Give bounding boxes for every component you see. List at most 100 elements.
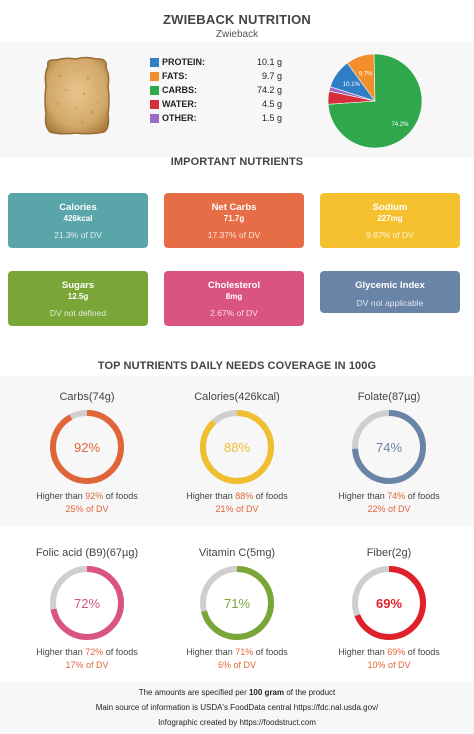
gauge-4: Vitamin C(5mg) 71% Higher than 71% of food… bbox=[162, 545, 312, 672]
card-dv: DV not defined bbox=[49, 308, 107, 318]
gauge-name: Fiber(2g) bbox=[366, 547, 412, 559]
higher-suffix: of foods bbox=[103, 647, 138, 657]
card-name: Net Carbs bbox=[211, 202, 257, 213]
gauge-dv: 25% of DV bbox=[65, 504, 109, 514]
footer-amount-suffix: of the product bbox=[284, 688, 336, 697]
higher-percent: 74% bbox=[387, 491, 406, 501]
gauge-dv: 22% of DV bbox=[367, 504, 411, 514]
legend-swatch bbox=[150, 100, 159, 109]
gauge-higher-than: Higher than 71% of foods bbox=[162, 647, 312, 659]
higher-prefix: Higher than bbox=[338, 647, 388, 657]
higher-prefix: Higher than bbox=[36, 647, 86, 657]
footer-band bbox=[0, 682, 474, 734]
gauge-1: Calories(426kcal) 88% Higher than 88% of f… bbox=[162, 389, 312, 516]
pie-label: 10.1% bbox=[343, 82, 361, 88]
gauge-ring: 71% bbox=[200, 566, 274, 640]
gauge-name: Folic acid (B9)(67µg) bbox=[35, 547, 139, 559]
gauge-percent: 72% bbox=[74, 596, 100, 611]
macro-legend: PROTEIN: 10.1 g FATS: 9.7 g CARBS: 74.2 … bbox=[150, 56, 284, 126]
gauge-name: Vitamin C(5mg) bbox=[198, 547, 276, 559]
important-heading: IMPORTANT NUTRIENTS bbox=[170, 156, 304, 168]
card-calories: Calories 426kcal 21.3% of DV bbox=[8, 193, 148, 248]
legend-swatch bbox=[150, 58, 159, 67]
card-net-carbs: Net Carbs 71.7g 17.37% of DV bbox=[164, 193, 304, 248]
gauge-dv: 21% of DV bbox=[215, 504, 259, 514]
gauge-percent: 92% bbox=[74, 440, 100, 455]
gauge-5: Fiber(2g) 69% Higher than 69% of foods 10% … bbox=[314, 545, 464, 672]
higher-suffix: of foods bbox=[405, 491, 440, 501]
gauge-dv: 10% of DV bbox=[367, 660, 411, 670]
higher-percent: 88% bbox=[235, 491, 254, 501]
higher-prefix: Higher than bbox=[186, 647, 236, 657]
gauge-ring: 92% bbox=[50, 410, 124, 484]
card-dv: DV not applicable bbox=[356, 298, 424, 308]
card-value: 227mg bbox=[377, 214, 403, 223]
legend-name: PROTEIN: bbox=[162, 57, 206, 67]
legend-row-other: OTHER: 1.5 g bbox=[150, 112, 284, 126]
footer-amount-bold: 100 gram bbox=[248, 688, 285, 697]
legend-name: FATS: bbox=[162, 71, 188, 81]
gauge-higher-than: Higher than 92% of foods bbox=[12, 491, 162, 503]
gauge-dv: 17% of DV bbox=[65, 660, 109, 670]
legend-row-protein: PROTEIN: 10.1 g bbox=[150, 56, 284, 70]
legend-name: OTHER: bbox=[162, 113, 197, 123]
gauge-ring: 69% bbox=[352, 566, 426, 640]
gauge-percent: 69% bbox=[376, 596, 402, 611]
card-cholesterol: Cholesterol 8mg 2.67% of DV bbox=[164, 271, 304, 326]
legend-value: 4.5 g bbox=[261, 99, 282, 109]
gauge-higher-than: Higher than 72% of foods bbox=[12, 647, 162, 659]
footer-source: Main source of information is USDA's Foo… bbox=[95, 703, 379, 712]
gauge-ring: 88% bbox=[200, 410, 274, 484]
legend-row-carbs: CARBS: 74.2 g bbox=[150, 84, 284, 98]
card-name: Glycemic Index bbox=[355, 280, 425, 291]
card-name: Calories bbox=[59, 202, 97, 213]
higher-percent: 71% bbox=[235, 647, 254, 657]
legend-name: CARBS: bbox=[162, 85, 197, 95]
gauge-fill bbox=[352, 566, 426, 640]
gauge-3: Folic acid (B9)(67µg) 72% Higher than 72% … bbox=[12, 545, 162, 672]
card-name: Cholesterol bbox=[207, 280, 261, 291]
gauge-ring: 72% bbox=[50, 566, 124, 640]
gauge-fill bbox=[200, 410, 274, 484]
gauge-name: Folate(87µg) bbox=[357, 391, 421, 403]
legend-value: 1.5 g bbox=[261, 113, 282, 123]
legend-row-water: WATER: 4.5 g bbox=[150, 98, 284, 112]
legend-row-fats: FATS: 9.7 g bbox=[150, 70, 284, 84]
higher-suffix: of foods bbox=[405, 647, 440, 657]
higher-suffix: of foods bbox=[103, 491, 138, 501]
gauge-0: Carbs(74g) 92% Higher than 92% of foods 25%… bbox=[12, 389, 162, 516]
macro-pie-chart: 10.1% 9.7% 74.2% bbox=[327, 53, 423, 149]
coverage-heading: TOP NUTRIENTS DAILY NEEDS COVERAGE IN 10… bbox=[97, 360, 377, 372]
higher-percent: 69% bbox=[387, 647, 406, 657]
gauge-2: Folate(87µg) 74% Higher than 74% of foods 2… bbox=[314, 389, 464, 516]
gauge-higher-than: Higher than 74% of foods bbox=[314, 491, 464, 503]
footer-credit: Infographic created by https://foodstruc… bbox=[158, 718, 316, 727]
page-title: ZWIEBACK NUTRITION bbox=[162, 12, 312, 27]
higher-percent: 72% bbox=[85, 647, 104, 657]
pie-label: 74.2% bbox=[391, 122, 409, 128]
gauge-fill bbox=[352, 410, 426, 484]
gauge-dv: 6% of DV bbox=[217, 660, 257, 670]
pie-slice-other bbox=[328, 86, 376, 102]
footer-amount-note: The amounts are specified per 100 gram o… bbox=[0, 688, 474, 697]
gauge-name: Carbs(74g) bbox=[59, 391, 115, 403]
card-dv: 17.37% of DV bbox=[207, 230, 261, 240]
legend-swatch bbox=[150, 72, 159, 81]
gauge-fill bbox=[200, 566, 274, 640]
card-value: 426kcal bbox=[63, 214, 93, 223]
card-name: Sugars bbox=[61, 280, 95, 291]
card-sodium: Sodium 227mg 9.87% of DV bbox=[320, 193, 460, 248]
card-value: 8mg bbox=[225, 292, 243, 301]
footer-amount-prefix: The amounts are specified per bbox=[138, 688, 249, 697]
gauge-percent: 71% bbox=[224, 596, 250, 611]
card-glycemic-index: Glycemic Index DV not applicable bbox=[320, 271, 460, 313]
higher-suffix: of foods bbox=[253, 491, 288, 501]
zwieback-image bbox=[44, 56, 110, 135]
gauge-fill bbox=[50, 566, 124, 640]
gauge-higher-than: Higher than 69% of foods bbox=[314, 647, 464, 659]
coverage-band bbox=[0, 376, 474, 526]
gauge-fill bbox=[50, 410, 124, 484]
card-dv: 9.87% of DV bbox=[366, 230, 414, 240]
gauge-percent: 88% bbox=[224, 440, 250, 455]
legend-swatch bbox=[150, 114, 159, 123]
